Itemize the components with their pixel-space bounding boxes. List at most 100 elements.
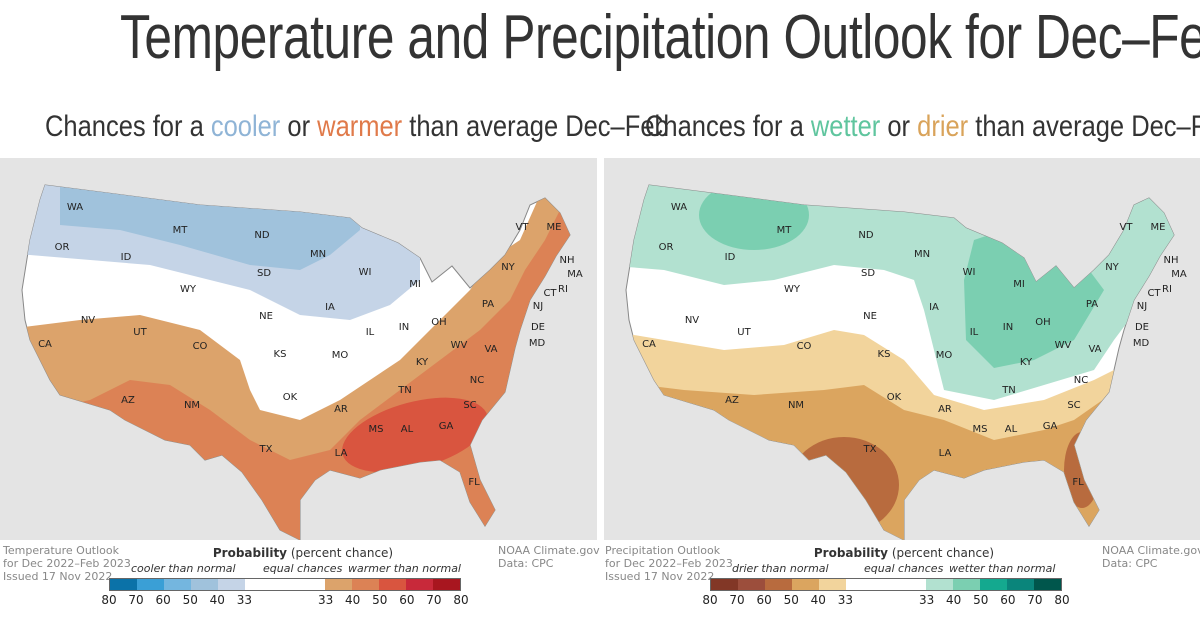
state-label-wi: WI <box>359 267 372 278</box>
state-label-mo: MO <box>936 350 953 361</box>
precipitation-map: WA OR CA ID NV MT WY UT AZ CO NM ND SD NE KS OK TX MN IA MO… <box>604 158 1200 540</box>
subtitle-text: or <box>880 110 918 143</box>
legend-tick: 80 <box>1054 593 1070 607</box>
legend-title-rest: (percent chance) <box>287 546 394 560</box>
legend-tick: 60 <box>756 593 772 607</box>
note-line: Temperature Outlook <box>3 544 120 557</box>
credit-line: NOAA Climate.gov <box>1102 544 1200 557</box>
state-label-nv: NV <box>685 315 699 326</box>
state-label-ca: CA <box>642 339 656 350</box>
state-label-ia: IA <box>929 302 939 313</box>
state-label-ar: AR <box>938 404 952 415</box>
note-line: for Dec 2022–Feb 2023 <box>3 557 131 570</box>
state-label-id: ID <box>725 252 736 263</box>
legend-swatch <box>325 579 353 590</box>
note-line: Issued 17 Nov 2022 <box>3 570 113 583</box>
temperature-map: WA OR CA ID NV MT WY UT AZ CO NM ND SD NE KS OK TX MN IA MO… <box>0 158 597 540</box>
state-label-az: AZ <box>725 395 739 406</box>
precipitation-subtitle: Chances for a wetter or drier than avera… <box>645 110 1200 144</box>
legend-tick: 33 <box>236 593 253 607</box>
state-label-co: CO <box>193 341 208 352</box>
state-label-wy: WY <box>784 284 801 295</box>
legend-tick: 33 <box>317 593 334 607</box>
state-label-nc: NC <box>470 375 484 386</box>
state-label-ms: MS <box>369 424 384 435</box>
state-label-nv: NV <box>81 315 95 326</box>
state-label-il: IL <box>970 327 979 338</box>
state-label-az: AZ <box>121 395 135 406</box>
state-label-tn: TN <box>1001 385 1016 396</box>
state-label-ok: OK <box>887 392 902 403</box>
state-label-fl: FL <box>1072 477 1084 488</box>
state-label-wv: WV <box>1055 340 1072 351</box>
credit-line: Data: CPC <box>498 557 554 570</box>
legend-color-bar <box>710 578 1062 591</box>
wetter-40-band <box>699 185 809 250</box>
page-title: Temperature and Precipitation Outlook fo… <box>120 3 1200 72</box>
legend-tick: 40 <box>810 593 826 607</box>
state-label-oh: OH <box>431 317 446 328</box>
legend-swatch <box>764 579 792 590</box>
legend-swatch <box>953 579 981 590</box>
state-label-de: DE <box>531 322 545 333</box>
wetter-word: wetter <box>810 110 881 143</box>
legend-swatch <box>818 579 846 590</box>
state-label-mn: MN <box>914 249 930 260</box>
legend-right-category: warmer than normal <box>348 562 461 575</box>
cooler-word: cooler <box>210 110 281 143</box>
state-label-nj: NJ <box>533 301 543 312</box>
state-label-ar: AR <box>334 404 348 415</box>
legend-tick: 70 <box>426 593 442 607</box>
state-label-wa: WA <box>67 202 83 213</box>
legend-tick: 70 <box>1027 593 1043 607</box>
subtitle-text: Chances for a <box>45 110 211 143</box>
legend-tick: 80 <box>453 593 469 607</box>
state-label-il: IL <box>366 327 375 338</box>
state-label-nj: NJ <box>1137 301 1147 312</box>
precipitation-outlook-note: Precipitation Outlook for Dec 2022–Feb 20… <box>605 544 733 583</box>
legend-tick: 40 <box>209 593 225 607</box>
drier-word: drier <box>917 110 969 143</box>
credit-line: NOAA Climate.gov <box>498 544 600 557</box>
legend-tick: 60 <box>155 593 171 607</box>
legend-swatch <box>110 579 137 590</box>
state-label-ut: UT <box>133 327 147 338</box>
legend-swatch <box>190 579 218 590</box>
state-label-ri: RI <box>558 284 568 295</box>
state-label-ks: KS <box>878 349 891 360</box>
state-label-nd: ND <box>254 230 269 241</box>
state-label-nc: NC <box>1074 375 1088 386</box>
legend-right-category: wetter than normal <box>949 562 1056 575</box>
state-label-or: OR <box>659 242 674 253</box>
state-label-ia: IA <box>325 302 335 313</box>
legend-swatch <box>136 579 164 590</box>
temperature-credit: NOAA Climate.gov Data: CPC <box>498 544 600 570</box>
subtitle-text: Chances for a <box>645 110 811 143</box>
note-line: Issued 17 Nov 2022 <box>605 570 715 583</box>
state-label-id: ID <box>121 252 132 263</box>
legend-swatch <box>737 579 765 590</box>
state-label-va: VA <box>1088 344 1101 355</box>
legend-swatch <box>163 579 191 590</box>
state-label-ut: UT <box>737 327 751 338</box>
state-label-or: OR <box>55 242 70 253</box>
state-label-tx: TX <box>863 444 877 455</box>
legend-title-bold: Probability <box>813 546 889 560</box>
state-label-me: ME <box>547 222 562 233</box>
state-label-tn: TN <box>397 385 412 396</box>
legend-tick: 50 <box>372 593 388 607</box>
legend-tick: 50 <box>783 593 799 607</box>
state-label-wy: WY <box>180 284 197 295</box>
state-label-ms: MS <box>973 424 988 435</box>
subtitle-text: than average Dec–Feb <box>975 110 1200 143</box>
legend-tick: 50 <box>973 593 989 607</box>
legend-tick: 33 <box>837 593 854 607</box>
state-label-va: VA <box>484 344 497 355</box>
state-label-wv: WV <box>451 340 468 351</box>
state-label-nm: NM <box>184 400 200 411</box>
legend-tick: 70 <box>729 593 745 607</box>
state-label-ny: NY <box>1105 262 1119 273</box>
legend-swatch <box>926 579 954 590</box>
legend-swatch <box>980 579 1008 590</box>
state-label-sc: SC <box>463 400 476 411</box>
